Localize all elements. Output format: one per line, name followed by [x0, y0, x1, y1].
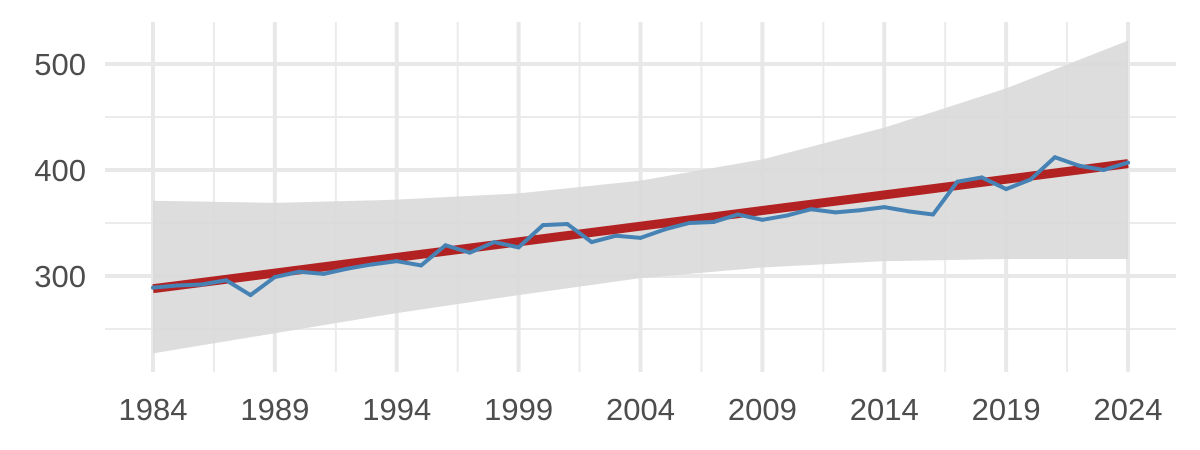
observed-data-point [857, 208, 862, 213]
observed-data-point [370, 262, 375, 267]
observed-data-point [175, 283, 180, 288]
observed-data-point [638, 235, 643, 240]
observed-data-point [711, 219, 716, 224]
observed-data-point [833, 210, 838, 215]
observed-data-point [589, 240, 594, 245]
confidence-band [153, 40, 1128, 354]
x-tick-label: 1984 [119, 392, 188, 427]
trend-line-layer [152, 159, 1129, 294]
observed-data-point [346, 266, 350, 271]
y-axis-tick-labels: 300 400 500 [34, 47, 86, 294]
observed-data-point [272, 275, 277, 280]
y-tick-label: 300 [34, 259, 86, 294]
observed-data-point [492, 240, 497, 245]
observed-data-point [248, 293, 253, 298]
x-tick-label: 2019 [972, 392, 1041, 427]
observed-data-point [516, 245, 521, 250]
trend-line [152, 159, 1129, 294]
y-tick-label: 500 [34, 47, 86, 82]
observed-data-point [1126, 160, 1130, 165]
observed-data-point [394, 259, 399, 264]
observed-data-point [687, 221, 692, 225]
x-tick-label: 2024 [1094, 392, 1163, 427]
x-tick-label: 2004 [606, 392, 675, 427]
observed-data-point [809, 207, 814, 212]
observed-data-point [979, 175, 984, 180]
observed-data-point [224, 278, 229, 283]
x-tick-label: 2009 [728, 392, 797, 427]
observed-data-point [443, 243, 448, 248]
observed-data-point [614, 233, 619, 238]
observed-data-point [955, 179, 960, 184]
observed-data-point [662, 227, 667, 232]
confidence-band-layer [153, 40, 1128, 354]
observed-data-point [784, 213, 789, 218]
observed-data-point [1077, 163, 1082, 168]
observed-data-point [297, 269, 302, 274]
observed-data-point [467, 250, 472, 255]
observed-data-point [906, 209, 911, 214]
x-axis-tick-labels: 1984 1989 1994 1999 2004 2009 2014 2019 2024 [119, 392, 1163, 427]
observed-data-point [1028, 177, 1033, 182]
x-tick-label: 1999 [484, 392, 553, 427]
observed-data-point [1052, 155, 1057, 160]
observed-data-point [760, 217, 765, 222]
observed-data-point [419, 263, 424, 268]
x-tick-label: 1994 [362, 392, 431, 427]
observed-data-point [151, 285, 155, 290]
observed-data-point [321, 271, 326, 276]
observed-data-point [931, 212, 935, 217]
x-tick-label: 2014 [850, 392, 919, 427]
y-tick-label: 400 [34, 153, 86, 188]
observed-data-point [736, 212, 740, 217]
observed-data-point [565, 222, 570, 227]
observed-series-layer [151, 155, 1130, 298]
x-tick-label: 1989 [240, 392, 309, 427]
observed-data-point [199, 282, 204, 287]
observed-data-point [882, 205, 887, 210]
observed-data-point [1101, 168, 1106, 172]
observed-data-point [1004, 187, 1009, 192]
observed-data-point [541, 223, 545, 228]
